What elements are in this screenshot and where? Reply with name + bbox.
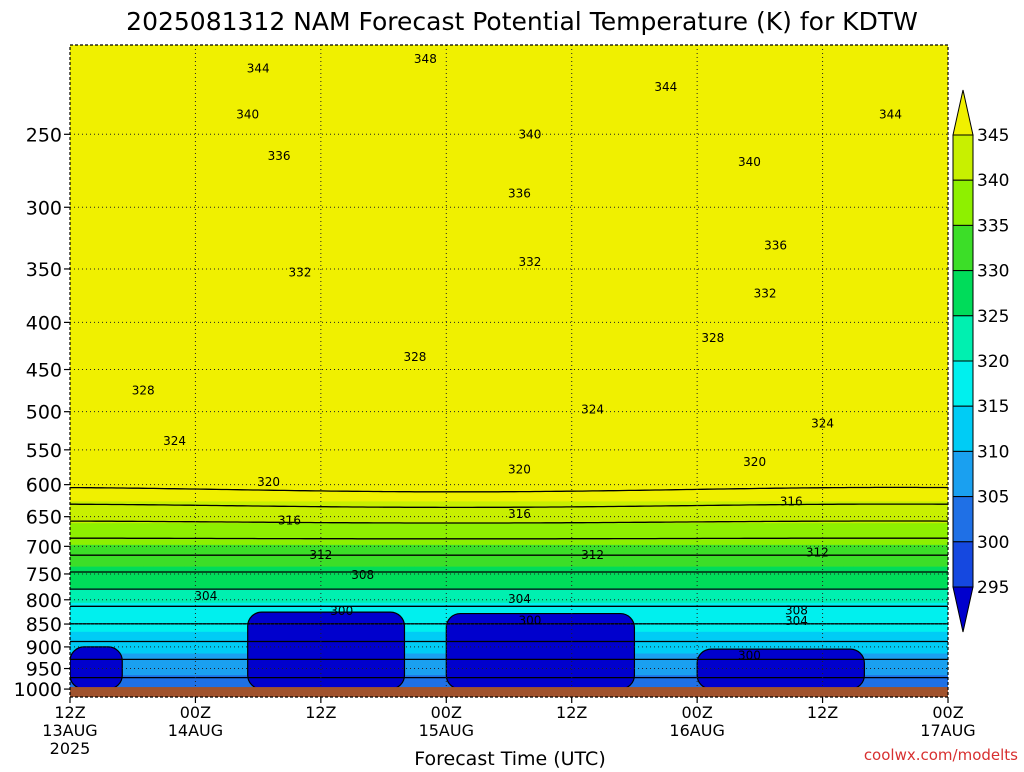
contour-label: 324 bbox=[163, 434, 186, 448]
contour-label: 300 bbox=[330, 604, 353, 618]
contour-label: 300 bbox=[518, 613, 541, 627]
watermark: coolwx.com/modelts bbox=[864, 746, 1018, 764]
contour-label: 328 bbox=[403, 350, 426, 364]
contour-label: 316 bbox=[278, 513, 301, 527]
contour-336 bbox=[70, 538, 948, 539]
contour-label: 344 bbox=[879, 108, 902, 122]
terrain-strip bbox=[70, 687, 948, 697]
contour-label: 312 bbox=[581, 548, 604, 562]
colorbar-swatch bbox=[953, 180, 973, 225]
colorbar-swatch bbox=[953, 542, 973, 587]
contour-label: 340 bbox=[738, 155, 761, 169]
colorbar-label: 315 bbox=[977, 397, 1009, 417]
y-tick-label: 800 bbox=[26, 590, 62, 612]
contour-label: 304 bbox=[785, 614, 808, 628]
y-tick-label: 550 bbox=[26, 440, 62, 462]
x-tick-date: 17AUG bbox=[920, 721, 975, 740]
x-tick-label: 00Z bbox=[681, 703, 712, 722]
contour-label: 304 bbox=[194, 589, 217, 603]
contour-label: 336 bbox=[268, 149, 291, 163]
contour-label: 336 bbox=[508, 187, 531, 201]
x-tick-label: 00Z bbox=[180, 703, 211, 722]
x-tick-label: 12Z bbox=[807, 703, 838, 722]
x-tick-date: 13AUG bbox=[42, 721, 97, 740]
colorbar-label: 345 bbox=[977, 126, 1009, 146]
contour-label: 316 bbox=[780, 495, 803, 509]
contour-label: 328 bbox=[701, 331, 724, 345]
cold-pool-region bbox=[697, 649, 864, 689]
x-tick-label: 00Z bbox=[431, 703, 462, 722]
colorbar-label: 300 bbox=[977, 533, 1009, 553]
y-tick-label: 850 bbox=[26, 614, 62, 636]
y-tick-label: 700 bbox=[26, 536, 62, 558]
contour-label: 332 bbox=[518, 255, 541, 269]
colorbar-swatch bbox=[953, 497, 973, 542]
contour-label: 320 bbox=[508, 463, 531, 477]
colorbar-top-arrow bbox=[953, 90, 973, 135]
contour-label: 308 bbox=[351, 568, 374, 582]
x-tick-label: 12Z bbox=[556, 703, 587, 722]
colorbar-bottom-arrow bbox=[953, 587, 973, 632]
y-tick-label: 500 bbox=[26, 402, 62, 424]
colorbar-swatch bbox=[953, 316, 973, 361]
colorbar-label: 320 bbox=[977, 352, 1009, 372]
y-tick-label: 400 bbox=[26, 312, 62, 334]
contour-label: 312 bbox=[309, 548, 332, 562]
y-tick-label: 450 bbox=[26, 360, 62, 382]
contour-label: 344 bbox=[654, 80, 677, 94]
contour-label: 324 bbox=[581, 402, 604, 416]
colorbar-swatch bbox=[953, 271, 973, 316]
contour-label: 340 bbox=[236, 108, 259, 122]
y-tick-label: 950 bbox=[26, 659, 62, 681]
y-tick-label: 900 bbox=[26, 637, 62, 659]
contour-label: 332 bbox=[754, 286, 777, 300]
contour-label: 312 bbox=[806, 546, 829, 560]
contour-label: 324 bbox=[811, 417, 834, 431]
contour-label: 304 bbox=[508, 592, 531, 606]
colorbar-swatch bbox=[953, 225, 973, 270]
y-tick-label: 300 bbox=[26, 197, 62, 219]
x-tick-date: 15AUG bbox=[419, 721, 474, 740]
contour-label: 320 bbox=[743, 455, 766, 469]
x-axis-label: Forecast Time (UTC) bbox=[414, 748, 605, 768]
colorbar-label: 305 bbox=[977, 488, 1009, 508]
chart-title: 2025081312 NAM Forecast Potential Temper… bbox=[126, 7, 918, 36]
contour-label: 300 bbox=[738, 649, 761, 663]
cold-pool-region bbox=[70, 647, 122, 689]
x-tick-date: 16AUG bbox=[669, 721, 724, 740]
contour-label: 344 bbox=[247, 61, 270, 75]
colorbar-label: 330 bbox=[977, 262, 1009, 282]
colorbar-label: 335 bbox=[977, 216, 1009, 236]
contour-label: 320 bbox=[257, 475, 280, 489]
x-tick-date: 14AUG bbox=[168, 721, 223, 740]
contour-label: 340 bbox=[518, 127, 541, 141]
contour-label: 336 bbox=[764, 238, 787, 252]
contour-label: 332 bbox=[288, 265, 311, 279]
contour-label: 328 bbox=[132, 383, 155, 397]
y-tick-label: 250 bbox=[26, 124, 62, 146]
colorbar-swatch bbox=[953, 361, 973, 406]
contour-label: 316 bbox=[508, 507, 531, 521]
y-tick-label: 650 bbox=[26, 507, 62, 529]
colorbar-label: 325 bbox=[977, 307, 1009, 327]
colorbar-label: 295 bbox=[977, 578, 1009, 598]
contour-label: 348 bbox=[414, 52, 437, 66]
y-tick-label: 350 bbox=[26, 259, 62, 281]
colorbar-label: 340 bbox=[977, 171, 1009, 191]
x-tick-label: 12Z bbox=[305, 703, 336, 722]
colorbar-swatch bbox=[953, 451, 973, 496]
x-tick-label: 00Z bbox=[932, 703, 963, 722]
x-tick-label: 12Z bbox=[54, 703, 85, 722]
y-tick-label: 1000 bbox=[14, 679, 62, 701]
y-tick-label: 600 bbox=[26, 475, 62, 497]
x-tick-year: 2025 bbox=[50, 739, 91, 758]
colorbar-swatch bbox=[953, 135, 973, 180]
colorbar-label: 310 bbox=[977, 442, 1009, 462]
y-tick-label: 750 bbox=[26, 564, 62, 586]
colorbar-swatch bbox=[953, 406, 973, 451]
